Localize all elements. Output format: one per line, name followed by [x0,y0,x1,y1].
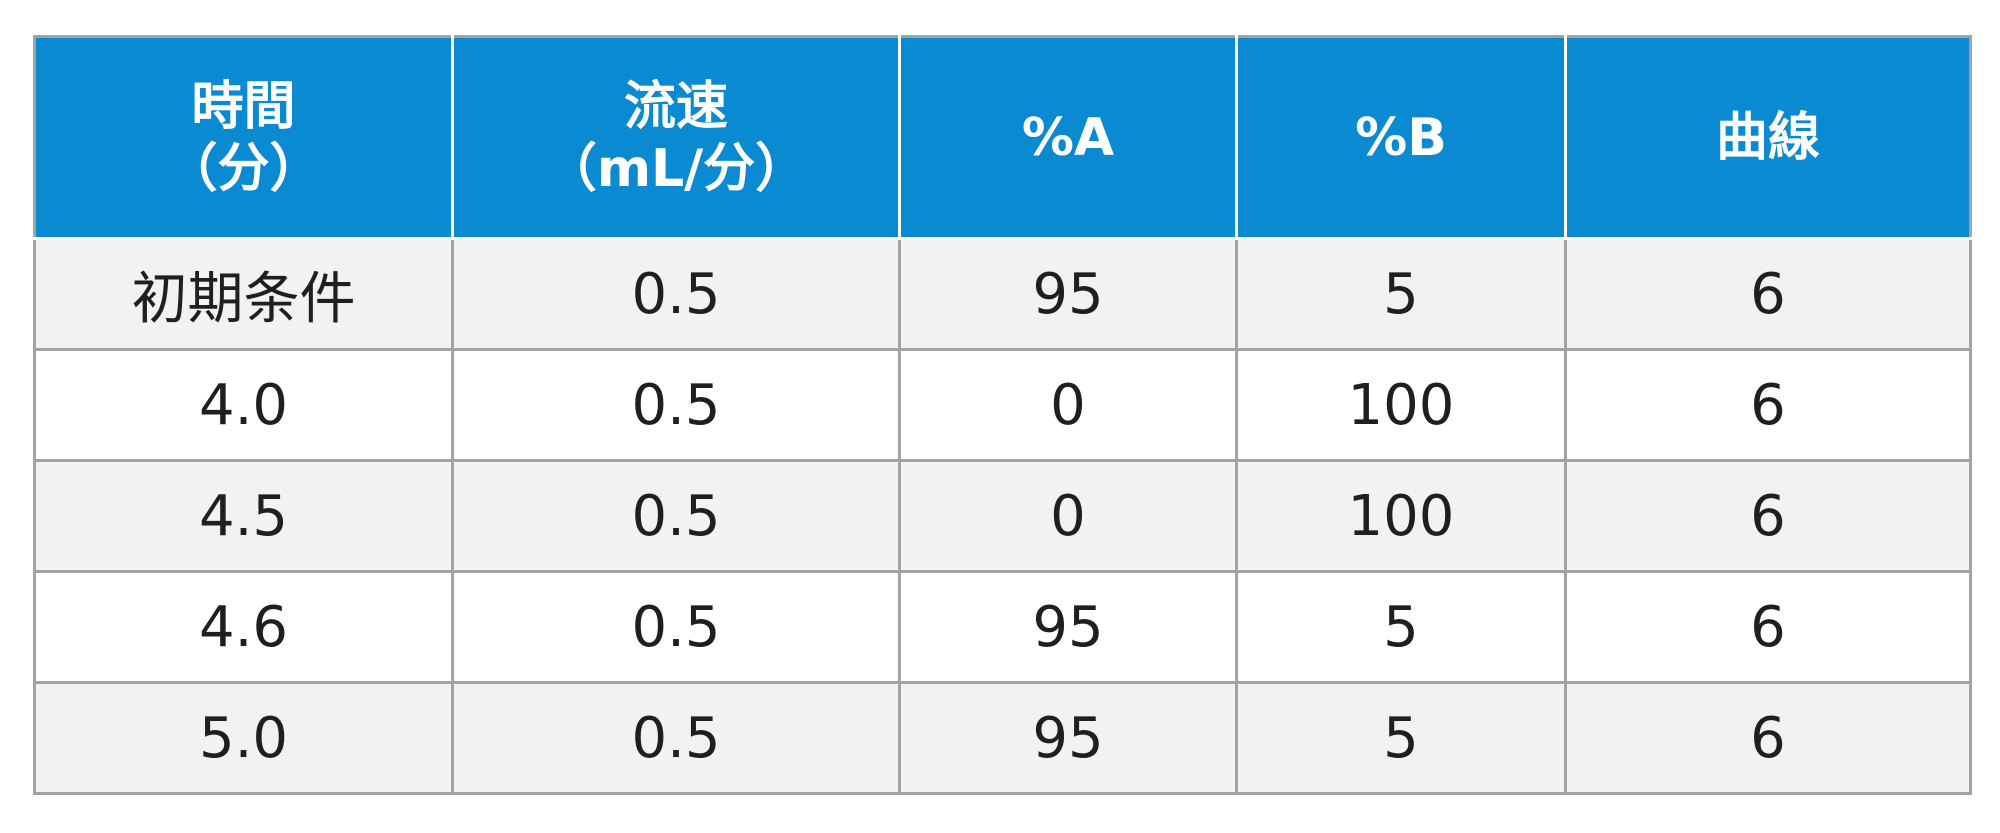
header-row: 時間 （分） 流速 （mL/分） %A %B 曲線 [33,35,1972,240]
cell-percent-b: 5 [1235,237,1567,351]
header-flow-unit: （mL/分） [544,138,808,199]
cell-percent-a: 95 [898,681,1238,795]
cell-curve: 6 [1564,459,1972,573]
cell-percent-b: 100 [1235,348,1567,462]
cell-time: 5.0 [33,681,454,795]
table-row: 初期条件 0.5 95 5 6 [33,237,1972,351]
table-row: 4.0 0.5 0 100 6 [33,348,1972,462]
cell-flow: 0.5 [451,570,901,684]
table-row: 4.6 0.5 95 5 6 [33,570,1972,684]
cell-flow: 0.5 [451,459,901,573]
header-percent-a-label: %A [1021,107,1115,168]
cell-percent-a: 0 [898,348,1238,462]
cell-time: 4.6 [33,570,454,684]
table-row: 5.0 0.5 95 5 6 [33,681,1972,795]
gradient-table: 時間 （分） 流速 （mL/分） %A %B 曲線 初 [33,35,1972,795]
gradient-table-container: 時間 （分） 流速 （mL/分） %A %B 曲線 初 [33,35,1972,795]
header-time-unit: （分） [165,138,322,199]
cell-percent-a: 0 [898,459,1238,573]
cell-time: 初期条件 [33,237,454,351]
header-percent-b: %B [1235,35,1567,240]
cell-curve: 6 [1564,681,1972,795]
cell-percent-b: 5 [1235,570,1567,684]
table-body: 初期条件 0.5 95 5 6 4.0 0.5 0 100 6 4.5 0.5 … [33,237,1972,795]
cell-flow: 0.5 [451,348,901,462]
header-time-label: 時間 [191,76,296,137]
cell-percent-b: 100 [1235,459,1567,573]
cell-percent-b: 5 [1235,681,1567,795]
cell-percent-a: 95 [898,237,1238,351]
table-row: 4.5 0.5 0 100 6 [33,459,1972,573]
header-curve-label: 曲線 [1715,107,1820,168]
header-percent-b-label: %B [1355,107,1447,168]
header-percent-a: %A [898,35,1238,240]
cell-flow: 0.5 [451,681,901,795]
cell-flow: 0.5 [451,237,901,351]
cell-curve: 6 [1564,570,1972,684]
header-time: 時間 （分） [33,35,454,240]
cell-curve: 6 [1564,348,1972,462]
cell-percent-a: 95 [898,570,1238,684]
header-flow: 流速 （mL/分） [451,35,901,240]
cell-time: 4.5 [33,459,454,573]
table-header: 時間 （分） 流速 （mL/分） %A %B 曲線 [33,35,1972,240]
cell-time: 4.0 [33,348,454,462]
header-flow-label: 流速 [623,76,728,137]
header-curve: 曲線 [1564,35,1972,240]
cell-curve: 6 [1564,237,1972,351]
